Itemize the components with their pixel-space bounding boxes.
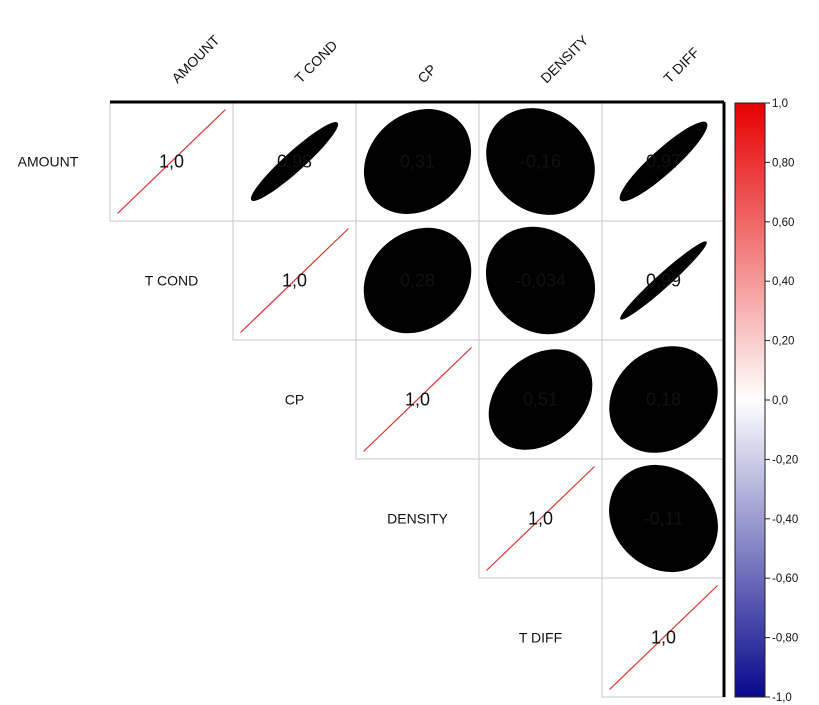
row-labels: AMOUNT T COND CP DENSITY T DIFF [18,154,562,646]
correlation-value: 0,18 [646,390,681,410]
correlation-ellipse [486,108,595,215]
colorbar-tick-label: 1,0 [772,98,788,110]
diagonal-line [609,585,718,690]
correlation-value: 0,99 [646,271,681,291]
correlation-ellipse [250,121,339,202]
cell-cp-density: 0,51 [488,349,593,450]
cell-amount-t-diff: 0,97 [619,121,708,202]
column-label-cp: CP [414,61,439,86]
diagonal-line [363,347,472,452]
cell-cp-cp: 1,0 [363,347,472,452]
diagonal-line [486,466,595,571]
correlation-value: 0,98 [277,152,312,172]
colorbar-tick-label: -0,80 [772,633,798,645]
colorbar-tick-label: -1,0 [772,692,792,704]
colorbar-tick-label: 0,0 [772,395,788,407]
colorbar-tick-label: 0,60 [772,217,794,229]
cell-t-cond-cp: 0,28 [363,227,472,334]
correlation-value: 1,0 [651,628,676,648]
correlation-ellipse [620,241,707,320]
cell-cp-t-diff: 0,18 [609,346,718,453]
diagonal-line [240,228,349,333]
correlation-ellipse [609,464,718,573]
colorbar-gradient [734,102,766,698]
row-label-t-cond: T COND [145,273,198,289]
correlation-value: 1,0 [405,390,430,410]
column-label-t-diff: T DIFF [660,44,702,86]
correlation-ellipse [485,226,596,335]
cell-amount-cp: 0,31 [363,109,472,214]
colorbar-ticks: 1,0 0,80 0,60 0,40 0,20 0,0 -0,20 -0,40 -0,60 -0,… [765,98,798,704]
row-label-t-diff: T DIFF [519,630,562,646]
cell-t-cond-t-diff: 0,99 [620,241,707,320]
correlation-value: -0,11 [644,509,684,529]
correlation-value: 0,51 [523,390,558,410]
correlation-ellipse [363,227,472,334]
matrix-frame [110,100,726,697]
cell-density-t-diff: -0,11 [609,464,718,573]
correlation-ellipse [488,349,593,450]
cell-amount-amount: 1,0 [117,109,226,214]
row-label-amount: AMOUNT [18,154,79,170]
correlation-value: 0,31 [400,152,435,172]
column-labels: AMOUNT T COND CP DENSITY T DIFF [168,31,702,86]
row-label-density: DENSITY [387,511,448,527]
cell-t-cond-t-cond: 1,0 [240,228,349,333]
cell-t-diff-t-diff: 1,0 [609,585,718,690]
colorbar: 1,0 0,80 0,60 0,40 0,20 0,0 -0,20 -0,40 -0,60 -0,… [734,98,798,704]
correlation-value: 1,0 [159,152,184,172]
row-label-cp: CP [285,392,304,408]
diagonal-line [117,109,226,214]
correlation-ellipse [363,109,472,214]
correlation-value: 1,0 [282,271,307,291]
colorbar-tick-label: -0,60 [772,573,798,585]
colorbar-tick-label: -0,20 [772,454,798,466]
cell-density-density: 1,0 [486,466,595,571]
column-label-density: DENSITY [537,31,592,86]
correlation-value: -0,16 [520,152,561,172]
colorbar-tick-label: -0,40 [772,514,798,526]
correlation-value: 0,97 [646,152,681,172]
column-label-t-cond: T COND [291,37,340,86]
column-label-amount: AMOUNT [168,32,223,87]
matrix-cells: 1,0 0,98 0,31 -0,16 0,97 1,0 0,28 -0,034 0,99 1,0… [117,108,718,690]
colorbar-tick-label: 0,80 [772,157,794,169]
correlation-ellipse [619,121,708,202]
correlation-value: 0,28 [400,271,435,291]
colorbar-tick-label: 0,40 [772,276,794,288]
correlation-value: 1,0 [528,509,553,529]
cell-amount-t-cond: 0,98 [250,121,339,202]
correlation-value: -0,034 [515,271,566,291]
cell-t-cond-density: -0,034 [485,226,596,335]
correlation-ellipse [609,346,718,453]
cell-amount-density: -0,16 [486,108,595,215]
colorbar-tick-label: 0,20 [772,336,794,348]
